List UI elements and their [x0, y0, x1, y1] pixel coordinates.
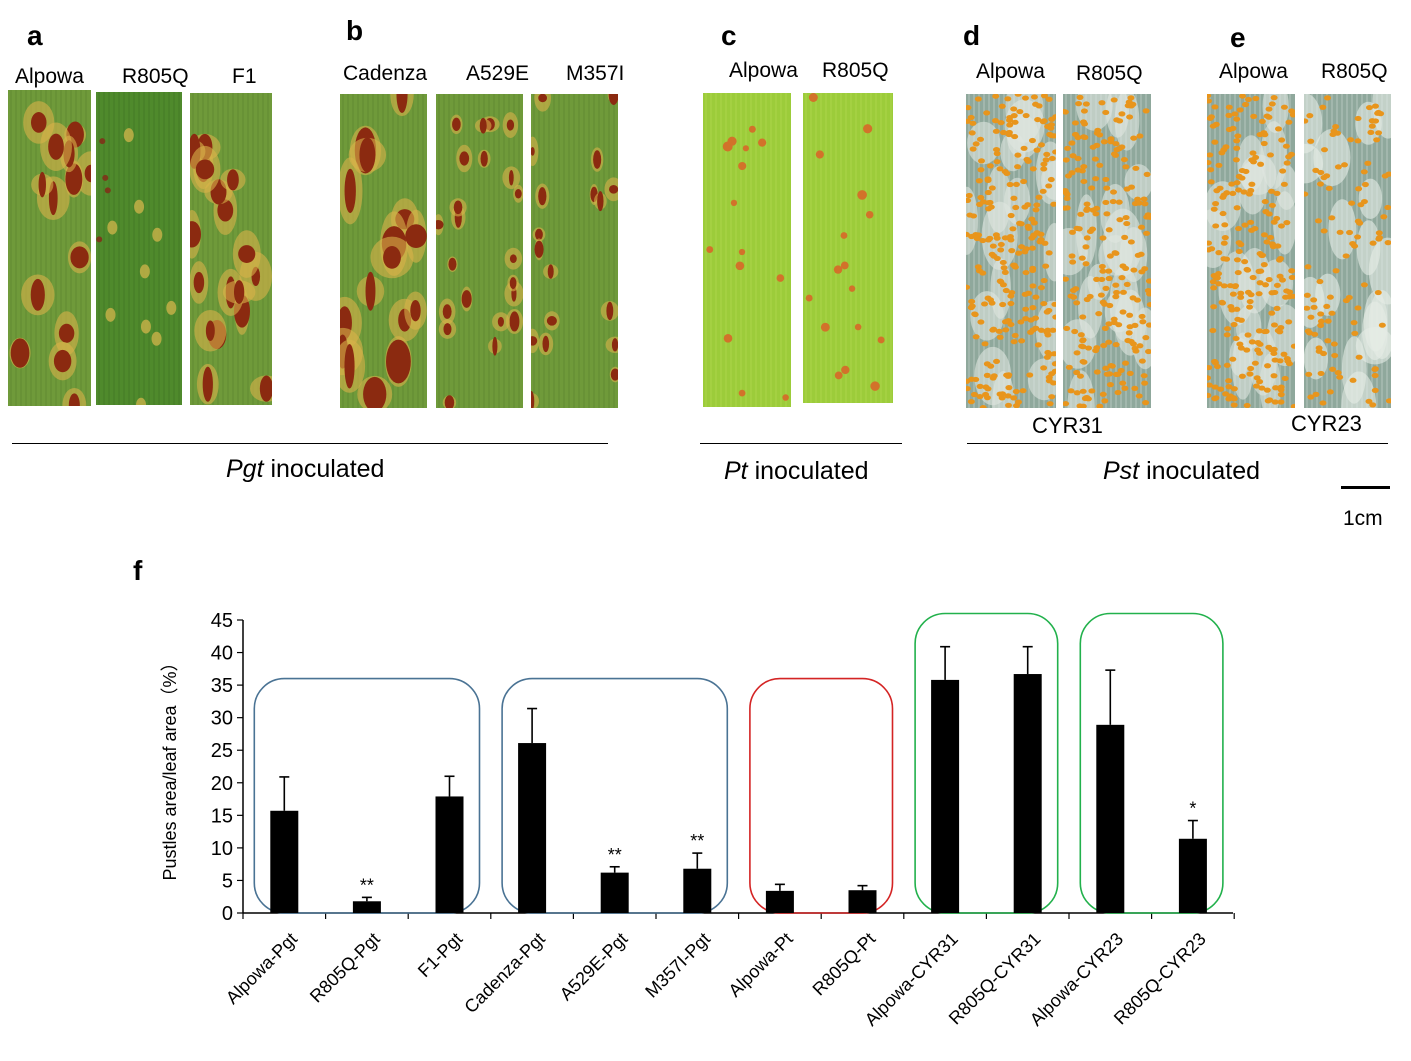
leaf-photo-m357i-pgt — [531, 94, 618, 408]
leaf-label-alpowa-a: Alpowa — [15, 65, 84, 88]
panel-label-f: f — [133, 555, 143, 586]
category-label: M357I-Pgt — [641, 929, 714, 1002]
group-box — [1079, 612, 1224, 914]
category-label: F1-Pgt — [414, 929, 466, 981]
leaf-photo-r805q-pt — [803, 93, 893, 403]
leaf-photo-r805q-cyr31 — [1063, 94, 1151, 408]
panel-label-e: e — [1230, 22, 1246, 53]
leaf-photo-alpowa-pgt — [8, 90, 91, 406]
bar — [1178, 838, 1207, 913]
leaf-photo-cadenza-pgt — [340, 94, 427, 408]
bar — [848, 890, 877, 913]
scale-bar — [1341, 486, 1390, 489]
group-box — [914, 612, 1059, 914]
y-tick-label: 45 — [211, 610, 233, 632]
panel-label-a: a — [27, 20, 43, 51]
significance-mark: ** — [690, 831, 704, 851]
leaf-label-a529e-b: A529E — [466, 62, 530, 85]
bar — [1013, 674, 1042, 913]
pst-group-line — [967, 443, 1388, 444]
bar — [931, 679, 960, 913]
y-tick-label: 35 — [211, 675, 233, 697]
bar — [352, 901, 381, 913]
group-box — [749, 677, 894, 914]
significance-mark: * — [1189, 799, 1196, 819]
leaf-photo-r805q-cyr23 — [1304, 94, 1391, 408]
y-tick-label: 5 — [222, 870, 233, 892]
leaf-label-r805q-d: R805Q — [1076, 62, 1143, 85]
y-tick-label: 40 — [211, 643, 233, 665]
leaf-label-alpowa-c: Alpowa — [729, 59, 798, 82]
panel-label-b: b — [346, 15, 364, 46]
category-label: Alpowa-Pgt — [222, 929, 301, 1008]
category-label: R805Q-Pgt — [306, 929, 384, 1007]
bar — [683, 868, 712, 913]
bar — [435, 796, 464, 913]
leaf-label-m357i-b: M357I — [566, 62, 625, 85]
leaf-photo-alpowa-pt — [703, 93, 791, 407]
bar — [600, 872, 629, 913]
pt-group-label: Pt inoculated — [724, 457, 869, 485]
leaf-label-alpowa-e: Alpowa — [1219, 60, 1288, 83]
category-label: R805Q-Pt — [809, 929, 880, 1000]
bar — [270, 810, 299, 913]
leaf-label-f1-a: F1 — [232, 65, 257, 88]
pgt-group-label: Pgt inoculated — [226, 455, 385, 483]
y-tick-label: 25 — [211, 740, 233, 762]
y-tick-label: 20 — [211, 773, 233, 795]
scale-bar-label: 1cm — [1343, 507, 1383, 530]
bar — [1096, 724, 1125, 913]
leaf-photo-alpowa-cyr23 — [1207, 94, 1295, 408]
category-label: Alpowa-Pt — [725, 929, 797, 1001]
strain-label-cyr23: CYR23 — [1291, 411, 1362, 436]
significance-mark: ** — [360, 875, 374, 895]
y-tick-label: 10 — [211, 838, 233, 860]
bar — [765, 890, 794, 913]
bar — [518, 743, 547, 913]
pt-group-line — [700, 443, 902, 444]
panel-label-c: c — [721, 20, 737, 51]
leaf-label-alpowa-d: Alpowa — [976, 60, 1045, 83]
leaf-label-r805q-a: R805Q — [122, 65, 189, 88]
leaf-photo-r805q-pgt — [96, 92, 182, 405]
pgt-group-line — [12, 443, 608, 444]
y-tick-label: 30 — [211, 708, 233, 730]
leaf-label-r805q-c: R805Q — [822, 59, 889, 82]
leaf-label-r805q-e: R805Q — [1321, 60, 1388, 83]
y-axis-label: Pustles area/leaf area（%） — [160, 653, 180, 880]
strain-label-cyr31: CYR31 — [1032, 413, 1103, 438]
leaf-label-cadenza-b: Cadenza — [343, 62, 428, 85]
panel-label-d: d — [963, 20, 981, 51]
significance-mark: ** — [608, 845, 622, 865]
pst-group-label: Pst inoculated — [1103, 457, 1261, 485]
leaf-photo-f1-pgt — [190, 93, 272, 405]
leaf-photo-a529e-pgt — [436, 94, 523, 408]
leaf-photo-alpowa-cyr31 — [966, 94, 1056, 408]
y-tick-label: 0 — [222, 903, 233, 925]
category-label: A529E-Pgt — [556, 929, 632, 1005]
y-tick-label: 15 — [211, 805, 233, 827]
category-label: Cadenza-Pgt — [460, 929, 548, 1017]
